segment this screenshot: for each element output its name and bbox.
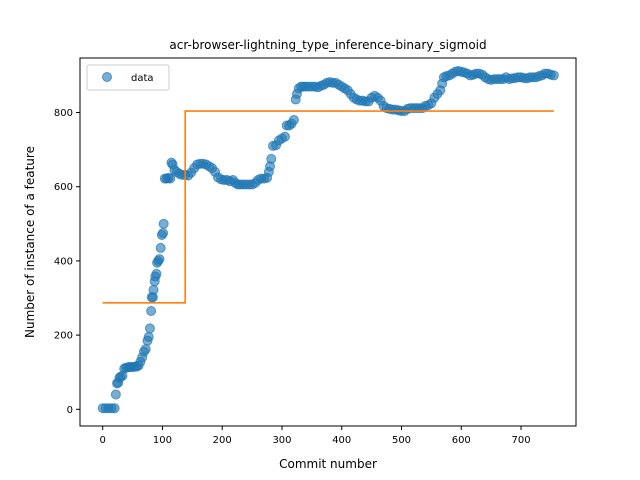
plot-area: 0 100 200 300 400 500 600 700 0 200 400 600 800 xyxy=(54,57,577,446)
x-axis-label: Commit number xyxy=(279,457,377,471)
data-point xyxy=(110,389,121,400)
data-point xyxy=(288,114,299,125)
data-point xyxy=(148,284,159,295)
x-tick-label: 100 xyxy=(153,435,172,446)
x-tick-label: 700 xyxy=(511,435,530,446)
x-tick-label: 0 xyxy=(100,435,106,446)
x-tick-label: 500 xyxy=(392,435,411,446)
y-tick-label: 0 xyxy=(67,405,73,416)
data-point xyxy=(144,323,155,334)
data-point xyxy=(151,268,162,279)
data-point xyxy=(140,344,151,355)
fit-step-line xyxy=(102,110,554,304)
data-point xyxy=(143,331,154,342)
y-tick-label: 200 xyxy=(54,331,73,342)
x-tick-label: 300 xyxy=(272,435,291,446)
legend-marker-data xyxy=(102,72,112,82)
y-tick-label: 400 xyxy=(54,256,73,267)
data-point xyxy=(165,173,176,184)
data-point xyxy=(109,403,120,414)
data-point xyxy=(158,228,169,239)
legend-label-data: data xyxy=(131,73,154,84)
plot-frame xyxy=(79,57,577,427)
x-tick-label: 600 xyxy=(452,435,471,446)
legend: data xyxy=(86,64,170,91)
legend-box xyxy=(86,64,170,91)
x-tick-label: 400 xyxy=(332,435,351,446)
data-point xyxy=(155,242,166,253)
y-tick-label: 800 xyxy=(54,108,73,119)
y-tick-label: 600 xyxy=(54,182,73,193)
data-point xyxy=(154,254,165,265)
data-point xyxy=(279,131,290,142)
data-point xyxy=(266,153,277,164)
chart-title: acr-browser-lightning_type_inference-bin… xyxy=(169,38,486,52)
y-axis-label: Number of instance of a feature xyxy=(23,146,37,338)
data-point xyxy=(548,70,559,81)
data-point xyxy=(146,306,157,316)
x-tick-label: 200 xyxy=(213,435,232,446)
axis-ticks: 0 100 200 300 400 500 600 700 0 200 400 600 800 xyxy=(54,108,531,446)
data-point xyxy=(158,218,169,229)
series-layer xyxy=(97,65,559,414)
